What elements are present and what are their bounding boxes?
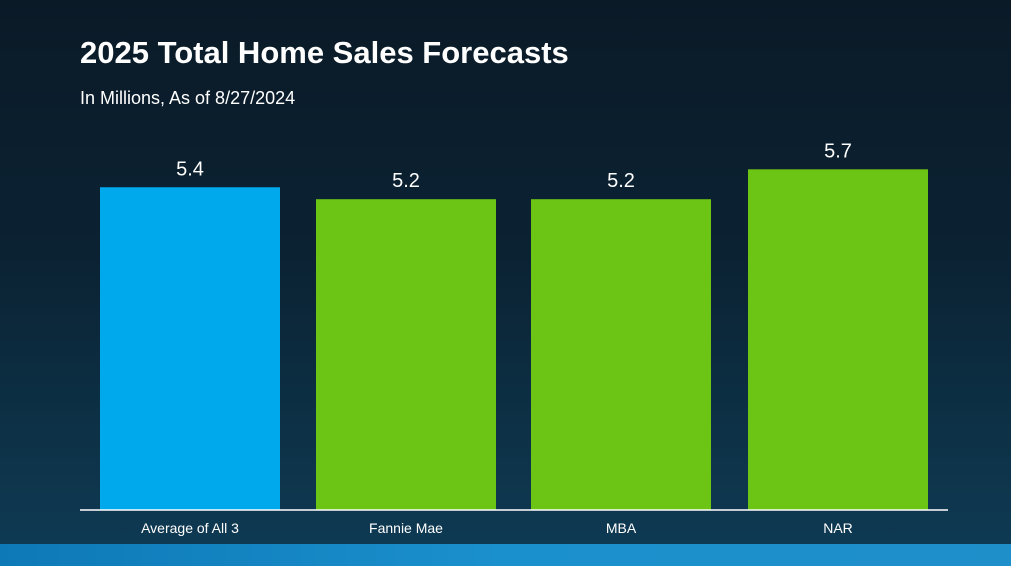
category-label: MBA [606, 520, 637, 536]
bar-value-label: 5.2 [607, 170, 635, 192]
bottom-accent-strip [0, 544, 1011, 566]
category-label: Average of All 3 [141, 520, 239, 536]
bar-value-label: 5.7 [824, 140, 852, 162]
bar-fannie-mae [316, 199, 496, 510]
chart-title: 2025 Total Home Sales Forecasts [80, 35, 569, 70]
chart-subtitle: In Millions, As of 8/27/2024 [80, 88, 296, 108]
bar-mba [531, 199, 711, 510]
bars-group [100, 169, 928, 511]
bar-average-of-all-3 [100, 187, 280, 511]
bar-value-label: 5.4 [176, 158, 204, 180]
bar-value-label: 5.2 [392, 170, 420, 192]
value-labels-group: 5.4 5.2 5.2 5.7 [176, 140, 852, 192]
category-label: NAR [823, 520, 853, 536]
category-labels-group: Average of All 3 Fannie Mae MBA NAR [141, 520, 853, 536]
category-label: Fannie Mae [369, 520, 443, 536]
bar-nar [748, 169, 928, 510]
